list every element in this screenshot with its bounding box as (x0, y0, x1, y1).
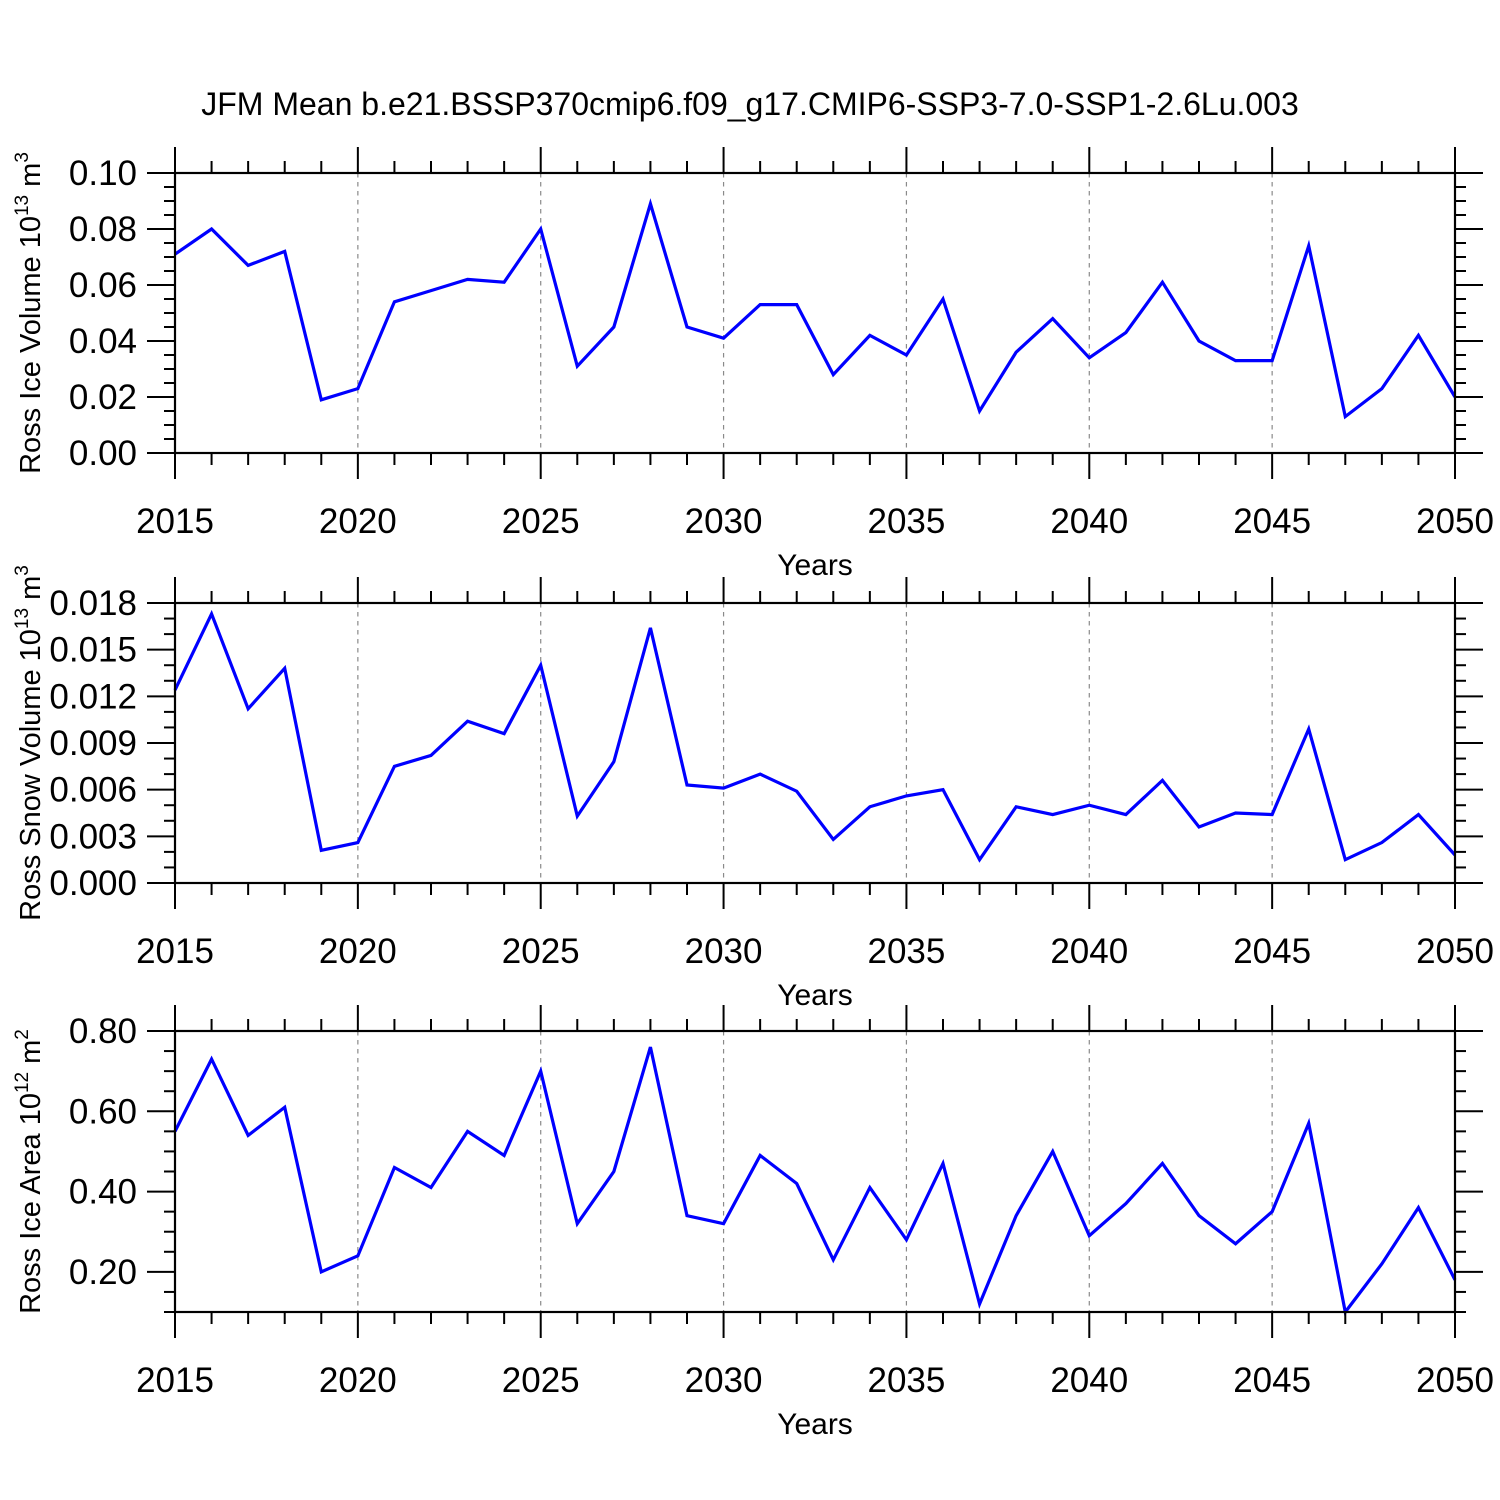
x-tick-label: 2035 (867, 1361, 945, 1400)
x-tick-label: 2015 (136, 502, 214, 541)
y-tick-label: 0.40 (69, 1173, 137, 1212)
x-tick-label: 2025 (502, 932, 580, 971)
y-tick-label: 0.08 (69, 210, 137, 249)
y-tick-label: 0.10 (69, 154, 137, 193)
y-tick-label: 0.018 (49, 584, 137, 623)
y-tick-label: 0.006 (49, 771, 137, 810)
data-line-ross-ice-volume (174, 198, 1457, 420)
x-tick-label: 2040 (1050, 932, 1128, 971)
data-line-ross-snow-volume (173, 609, 1457, 863)
y-axis-title: Ross Ice Area 1012 m2 (12, 1029, 47, 1314)
data-line-ross-ice-area (173, 1046, 1457, 1316)
x-tick-label: 2030 (685, 502, 763, 541)
y-tick-label: 0.000 (49, 864, 137, 903)
x-axis-title: Years (777, 549, 853, 582)
x-tick-label: 2035 (867, 932, 945, 971)
y-tick-label: 0.009 (49, 724, 137, 763)
y-tick-label: 0.012 (49, 677, 137, 716)
x-tick-label: 2030 (685, 932, 763, 971)
y-tick-label: 0.02 (69, 378, 137, 417)
x-tick-label: 2015 (136, 1361, 214, 1400)
x-axis-title: Years (777, 1408, 853, 1441)
x-axis-title: Years (777, 979, 853, 1012)
x-tick-label: 2045 (1233, 1361, 1311, 1400)
x-tick-label: 2040 (1050, 502, 1128, 541)
panel-ross-ice-area: 0.20 0.40 0.60 0.80 2015 2020 2025 2030 2035 2040… (12, 1005, 1494, 1441)
figure-title: JFM Mean b.e21.BSSP370cmip6.f09_g17.CMIP… (201, 86, 1299, 122)
axes-frame (173, 601, 1457, 885)
axes-frame (173, 171, 1457, 455)
panel-ross-ice-volume: 0.00 0.02 0.04 0.06 0.08 0.10 2015 2020 2025 2030… (12, 147, 1494, 582)
x-tick-label: 2045 (1233, 932, 1311, 971)
y-axis-title: Ross Ice Volume 1013 m3 (12, 152, 47, 474)
x-tick-label: 2050 (1416, 502, 1494, 541)
x-tick-label: 2020 (319, 502, 397, 541)
y-axis-title: Ross Snow Volume 1013 m3 (12, 565, 47, 921)
y-tick-label: 0.015 (49, 631, 137, 670)
y-tick-label: 0.20 (69, 1253, 137, 1292)
panel-ross-snow-volume: 0.000 0.003 0.006 0.009 0.012 0.015 0.018 2015 2… (12, 565, 1494, 1012)
x-tick-label: 2050 (1416, 932, 1494, 971)
y-tick-label: 0.003 (49, 817, 137, 856)
y-tick-label: 0.06 (69, 266, 137, 305)
axes-frame (173, 1029, 1457, 1314)
x-tick-label: 2020 (319, 932, 397, 971)
x-tick-label: 2030 (685, 1361, 763, 1400)
x-tick-label: 2015 (136, 932, 214, 971)
x-tick-label: 2035 (867, 502, 945, 541)
y-tick-label: 0.04 (69, 322, 137, 361)
x-tick-label: 2040 (1050, 1361, 1128, 1400)
x-tick-label: 2045 (1233, 502, 1311, 541)
x-tick-label: 2020 (319, 1361, 397, 1400)
x-tick-label: 2050 (1416, 1361, 1494, 1400)
y-tick-label: 0.60 (69, 1092, 137, 1131)
x-tick-label: 2025 (502, 502, 580, 541)
y-tick-label: 0.00 (69, 434, 137, 473)
y-tick-label: 0.80 (69, 1012, 137, 1051)
x-tick-label: 2025 (502, 1361, 580, 1400)
